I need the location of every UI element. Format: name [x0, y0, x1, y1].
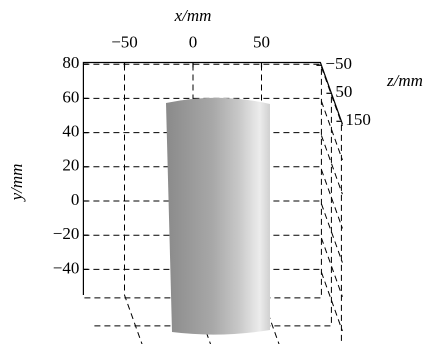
surface	[166, 98, 270, 335]
chart: x/mm y/mm z/mm 80 60 40 20 0 −20 −40 −50 0 50 −50 5…	[0, 0, 438, 344]
x-axis-label: x/mm	[174, 6, 212, 25]
x-tick-label: 50	[253, 32, 270, 51]
z-tick-label: 50	[335, 82, 352, 101]
x-tick-label: −50	[111, 32, 138, 51]
y-tick-label: −20	[53, 224, 80, 243]
z-axis-label: z/mm	[386, 71, 423, 90]
x-tick-label: 0	[189, 32, 198, 51]
y-tick-label: −40	[53, 258, 80, 277]
z-tick-label: 150	[345, 110, 371, 129]
y-tick-label: 0	[71, 190, 80, 209]
y-tick-label: 40	[62, 122, 79, 141]
y-tick-label: 20	[62, 156, 79, 175]
grid-line	[125, 62, 147, 344]
z-tick-label: −50	[325, 54, 352, 73]
y-tick-label: 60	[62, 87, 79, 106]
y-tick-label: 80	[62, 53, 79, 72]
y-axis-label: y/mm	[7, 164, 26, 203]
